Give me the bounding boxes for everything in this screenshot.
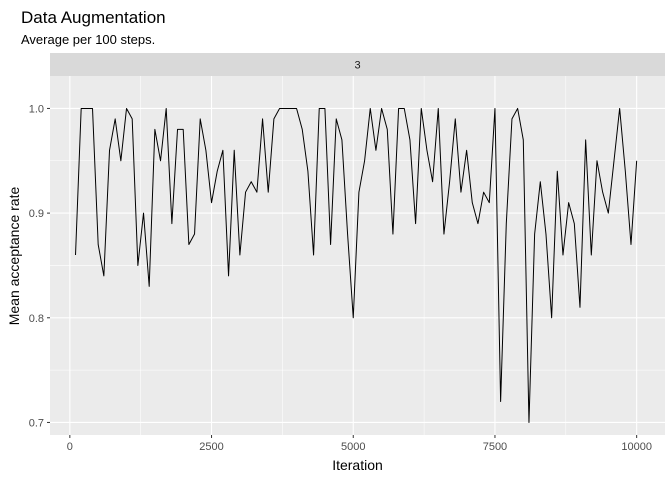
- x-tick-label: 7500: [483, 441, 507, 453]
- x-tick-label: 10000: [621, 441, 652, 453]
- plot-panel: [50, 76, 665, 435]
- series-line: [75, 107, 638, 423]
- tick-labels: 0 2500 5000 7500 10000 0.7 0.8 0.9 1.0: [29, 103, 652, 453]
- chart-subtitle: Average per 100 steps.: [21, 32, 155, 47]
- y-tick-label: 1.0: [29, 103, 44, 115]
- chart-title: Data Augmentation: [21, 8, 166, 27]
- y-tick-label: 0.9: [29, 208, 44, 220]
- axis-ticks: [47, 107, 638, 438]
- series-group: [75, 107, 638, 423]
- x-tick-label: 2500: [199, 441, 223, 453]
- facet-strip-label: 3: [354, 60, 360, 72]
- x-tick-label: 0: [67, 441, 73, 453]
- grid-major: [50, 76, 665, 435]
- y-axis-title: Mean acceptance rate: [6, 187, 22, 326]
- y-tick-label: 0.8: [29, 313, 44, 325]
- y-tick-label: 0.7: [29, 417, 44, 429]
- facet-strip: [50, 53, 665, 76]
- x-tick-label: 5000: [341, 441, 365, 453]
- grid-minor: [50, 76, 665, 435]
- x-axis-title: Iteration: [332, 457, 383, 473]
